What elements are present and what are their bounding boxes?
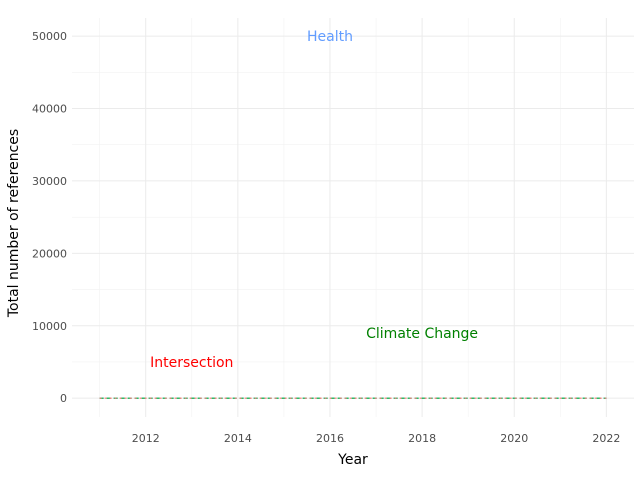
- annotation-label: Climate Change: [366, 326, 478, 342]
- y-tick-label: 30000: [32, 175, 67, 188]
- y-axis-title: Total number of references: [6, 129, 22, 318]
- y-tick-label: 50000: [32, 30, 67, 43]
- x-tick-label: 2022: [592, 432, 620, 445]
- minor-gridlines: [72, 18, 634, 417]
- y-tick-label: 40000: [32, 103, 67, 116]
- x-axis-ticks: 2012 2014 2016 2018 2020 2022: [132, 432, 621, 445]
- x-tick-label: 2016: [316, 432, 344, 445]
- y-tick-label: 0: [60, 392, 67, 405]
- y-tick-label: 20000: [32, 247, 67, 260]
- x-axis-title: Year: [337, 452, 368, 468]
- x-tick-label: 2014: [224, 432, 252, 445]
- y-axis-ticks: 0 10000 20000 30000 40000 50000: [32, 30, 67, 405]
- annotation-label: Health: [307, 29, 353, 45]
- annotation-label: Intersection: [150, 355, 233, 371]
- x-tick-label: 2020: [500, 432, 528, 445]
- annotations: Health Climate Change Intersection: [150, 29, 478, 371]
- y-tick-label: 10000: [32, 320, 67, 333]
- x-tick-label: 2012: [132, 432, 160, 445]
- x-tick-label: 2018: [408, 432, 436, 445]
